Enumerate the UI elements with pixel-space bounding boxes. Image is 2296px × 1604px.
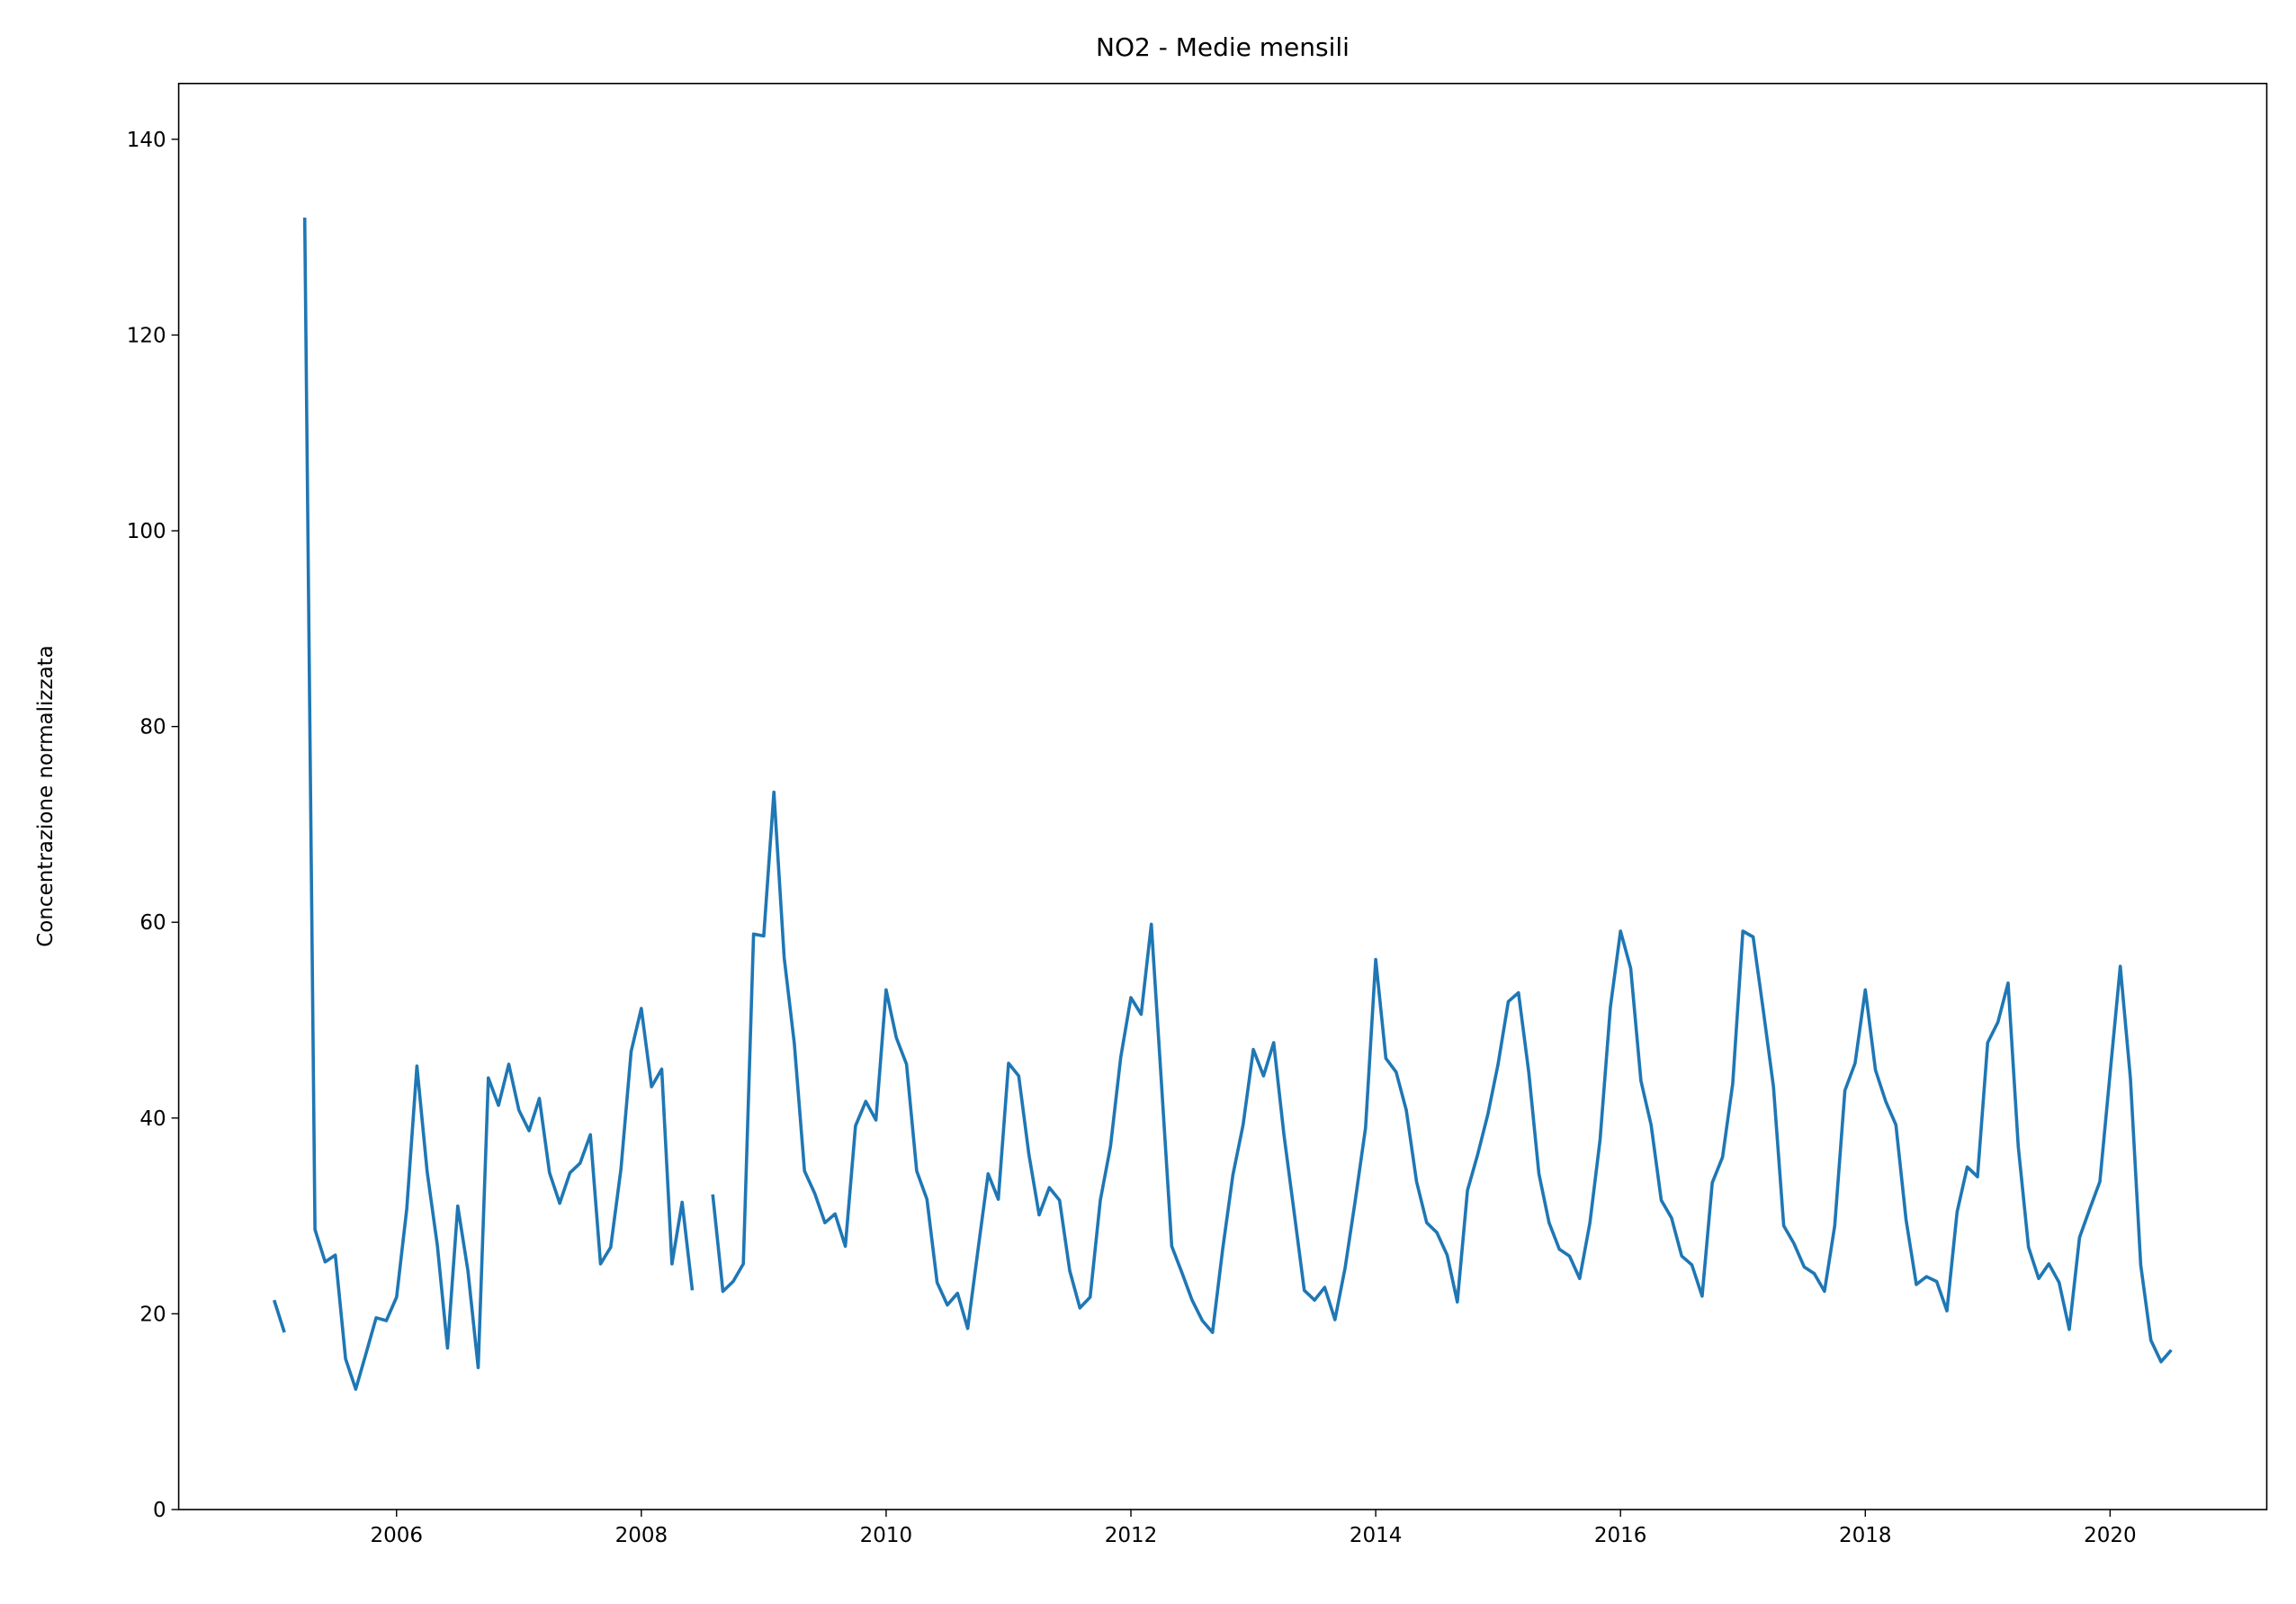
y-tick-label: 140 xyxy=(127,129,166,152)
x-tick-label: 2014 xyxy=(1350,1524,1403,1547)
y-axis-label: Concentrazione normalizzata xyxy=(34,645,58,947)
x-tick-label: 2020 xyxy=(2084,1524,2137,1547)
y-tick-label: 100 xyxy=(127,520,166,543)
data-line xyxy=(272,217,2173,1391)
x-tick-label: 2012 xyxy=(1105,1524,1158,1547)
plot-frame xyxy=(177,83,2268,1510)
y-tick-label: 80 xyxy=(139,716,166,739)
x-tick-label: 2010 xyxy=(860,1524,913,1547)
y-tick-label: 40 xyxy=(139,1107,166,1131)
x-tick-label: 2018 xyxy=(1839,1524,1892,1547)
y-tick-label: 0 xyxy=(153,1499,166,1522)
x-tick-label: 2016 xyxy=(1594,1524,1647,1547)
y-tick-label: 60 xyxy=(139,911,166,935)
chart-title: NO2 - Medie mensili xyxy=(1096,32,1350,62)
x-tick-label: 2008 xyxy=(615,1524,668,1547)
y-tick-label: 20 xyxy=(139,1303,166,1326)
y-tick-label: 120 xyxy=(127,324,166,347)
x-tick-label: 2006 xyxy=(370,1524,423,1547)
